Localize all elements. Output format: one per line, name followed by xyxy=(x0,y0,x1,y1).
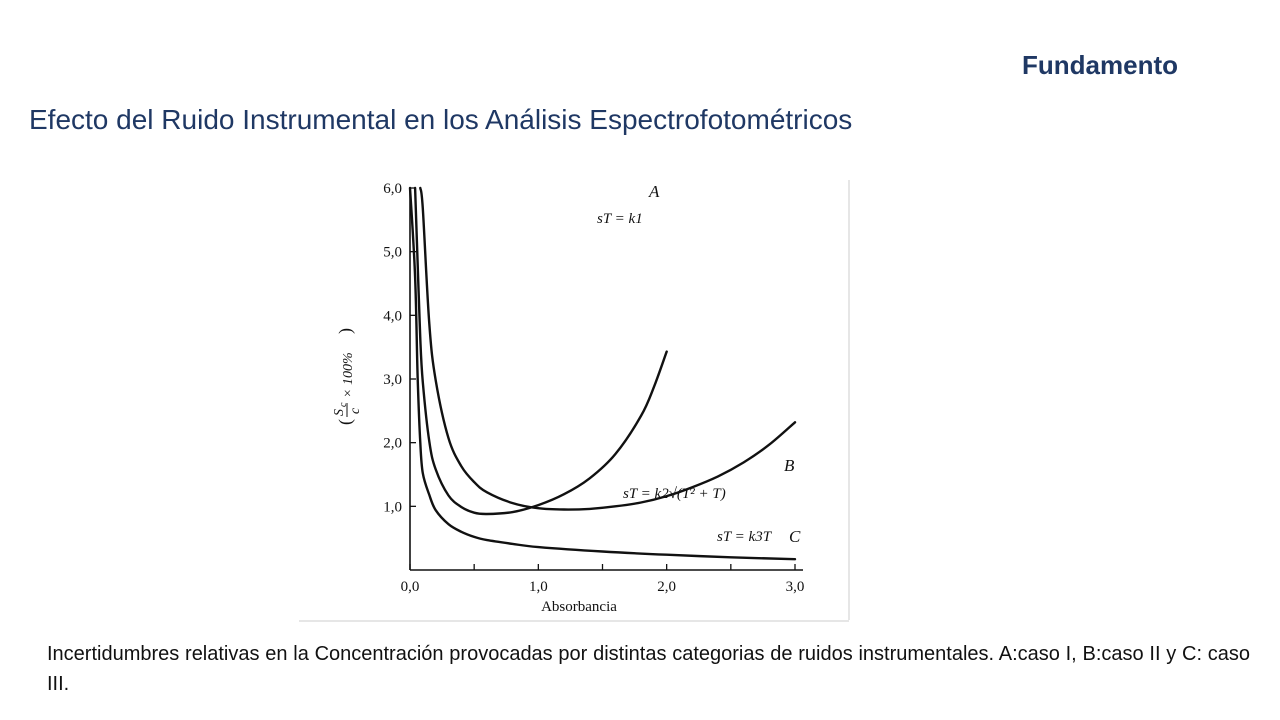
y-label-subscript: c xyxy=(338,402,349,407)
y-label-rest: × 100% xyxy=(341,352,356,398)
y-tick-label: 3,0 xyxy=(383,372,402,388)
y-axis-label: ( S c c × 100% ) xyxy=(332,328,363,425)
x-tick-label: 2,0 xyxy=(657,579,676,595)
series-label-c: C xyxy=(789,527,801,546)
y-tick-label: 2,0 xyxy=(383,436,402,452)
series-equation-a: sT = k1 xyxy=(597,211,643,227)
y-tick-label: 6,0 xyxy=(383,181,402,197)
y-tick-label: 4,0 xyxy=(383,308,402,324)
x-tick-label: 1,0 xyxy=(529,579,548,595)
series-equation-b: sT = k2√(T² + T) xyxy=(623,486,726,502)
series-label-a: A xyxy=(648,182,660,201)
y-tick-label: 5,0 xyxy=(383,245,402,261)
svg-text:): ) xyxy=(335,328,356,334)
chart-svg: 1,0 2,0 3,0 4,0 5,0 6,0 0,0 1,0 2,0 3,0 AsT = k1 B… xyxy=(297,178,850,622)
y-tick-label: 1,0 xyxy=(383,499,402,515)
series-line-c xyxy=(408,186,797,561)
x-tick-label: 0,0 xyxy=(401,579,420,595)
series-line-a xyxy=(413,186,668,516)
y-label-numerator: S xyxy=(332,409,347,416)
figure-caption: Incertidumbres relativas en la Concentra… xyxy=(47,643,1250,695)
series-line-b xyxy=(419,186,797,511)
series-equation-c: sT = k3T xyxy=(717,529,773,545)
x-tick-label: 3,0 xyxy=(786,579,805,595)
x-axis-label: Absorbancia xyxy=(541,599,617,615)
svg-text:(: ( xyxy=(335,419,356,425)
section-label: Fundamento xyxy=(1022,50,1178,80)
y-label-denominator: c xyxy=(348,407,363,414)
slide-title: Efecto del Ruido Instrumental en los Aná… xyxy=(29,104,853,135)
series-label-b: B xyxy=(784,456,795,475)
